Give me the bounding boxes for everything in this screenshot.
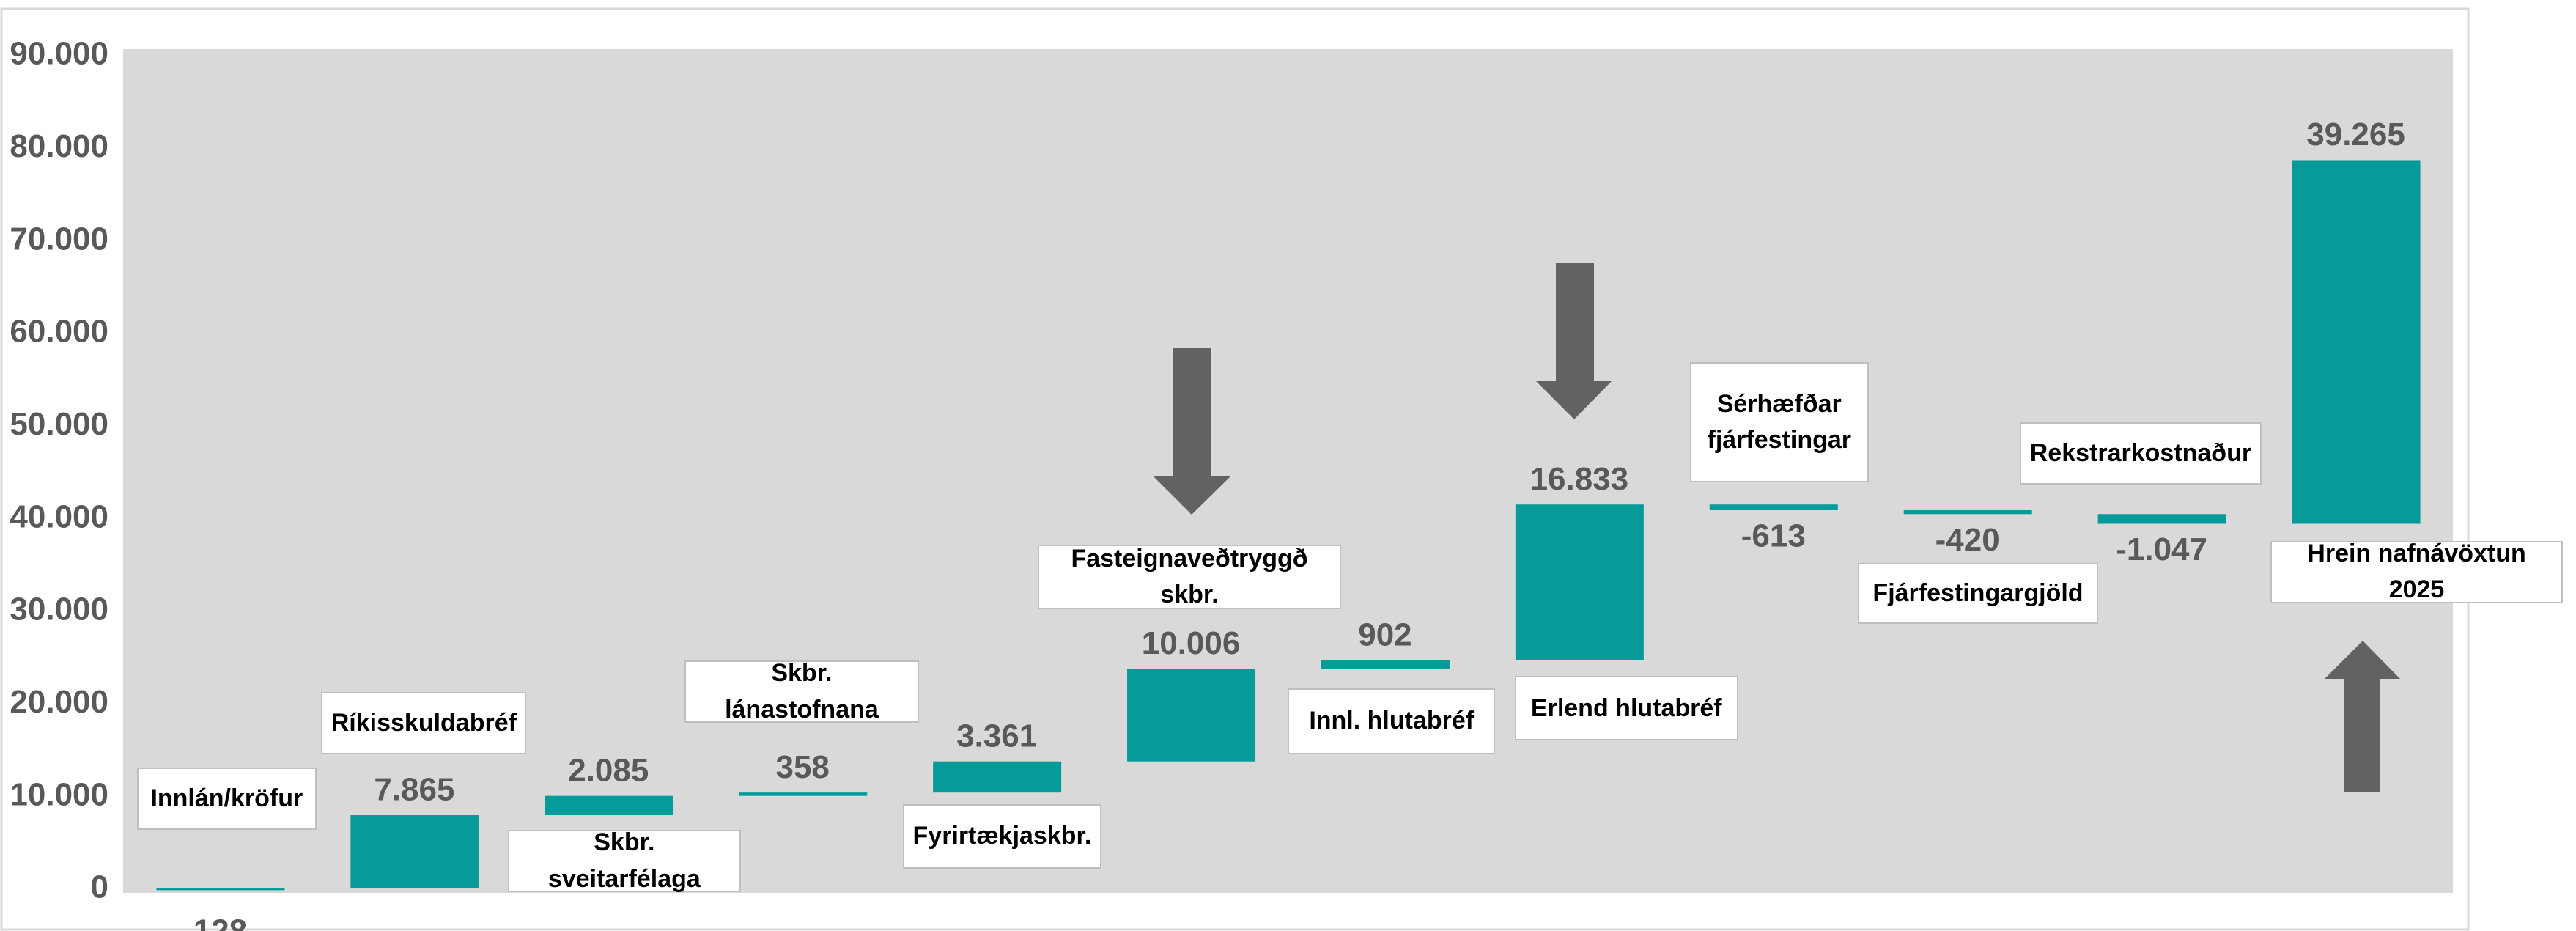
value-label: 358 [775, 749, 829, 785]
bar [1127, 669, 1256, 762]
bar [1515, 504, 1644, 660]
value-label: 39.265 [2306, 117, 2405, 152]
category-label: Fjárfestingargjöld [1858, 562, 2098, 624]
category-label: Skbr. lánastofnana [684, 659, 920, 724]
value-label: 128 [193, 913, 247, 931]
bar [2292, 160, 2421, 524]
y-tick-label: 10.000 [10, 776, 108, 812]
y-tick-label: 60.000 [10, 314, 108, 350]
value-label: -613 [1741, 518, 1806, 554]
value-label: 16.833 [1530, 461, 1629, 497]
y-tick-label: 90.000 [10, 36, 108, 72]
y-tick-label: 0 [91, 869, 108, 905]
category-label: Ríkisskuldabréf [321, 691, 527, 754]
category-label: Skbr. sveitarfélaga [507, 828, 741, 893]
y-tick-label: 40.000 [10, 498, 108, 534]
category-label: Innl. hlutabréf [1288, 688, 1495, 754]
category-label: Sérhæfðar fjárfestingar [1689, 362, 1869, 482]
category-label: Hrein nafnávöxtun 2025 [2270, 540, 2564, 603]
value-label: 7.865 [374, 772, 454, 808]
arrow [1154, 348, 1230, 515]
y-tick-label: 70.000 [10, 221, 108, 257]
category-label: Erlend hlutabréf [1514, 676, 1738, 740]
bar [545, 795, 673, 816]
y-tick-label: 20.000 [10, 684, 108, 720]
category-label: Fasteignaveðtryggð skbr. [1037, 545, 1342, 609]
category-label: Innlán/kröfur [137, 767, 317, 831]
bar [1709, 504, 1838, 510]
bar [350, 815, 479, 888]
bar [933, 761, 1062, 793]
value-label: -420 [1935, 522, 2000, 558]
category-label: Rekstrarkostnaður [2020, 422, 2262, 485]
arrow [2325, 641, 2400, 792]
y-tick-label: 80.000 [10, 128, 108, 164]
bar [739, 792, 868, 796]
value-label: 902 [1358, 617, 1411, 653]
bar [1321, 660, 1450, 669]
bar [2097, 514, 2226, 524]
y-tick-label: 50.000 [10, 406, 108, 442]
value-label: 2.085 [568, 752, 649, 788]
value-label: 10.006 [1142, 625, 1241, 661]
value-label: -1.047 [2116, 531, 2207, 567]
value-label: 3.361 [956, 718, 1037, 754]
arrow [1536, 263, 1612, 419]
bar [156, 888, 285, 891]
category-label: Fyrirtækjaskbr. [902, 804, 1102, 869]
bar [1903, 509, 2032, 515]
y-tick-label: 30.000 [10, 592, 108, 628]
